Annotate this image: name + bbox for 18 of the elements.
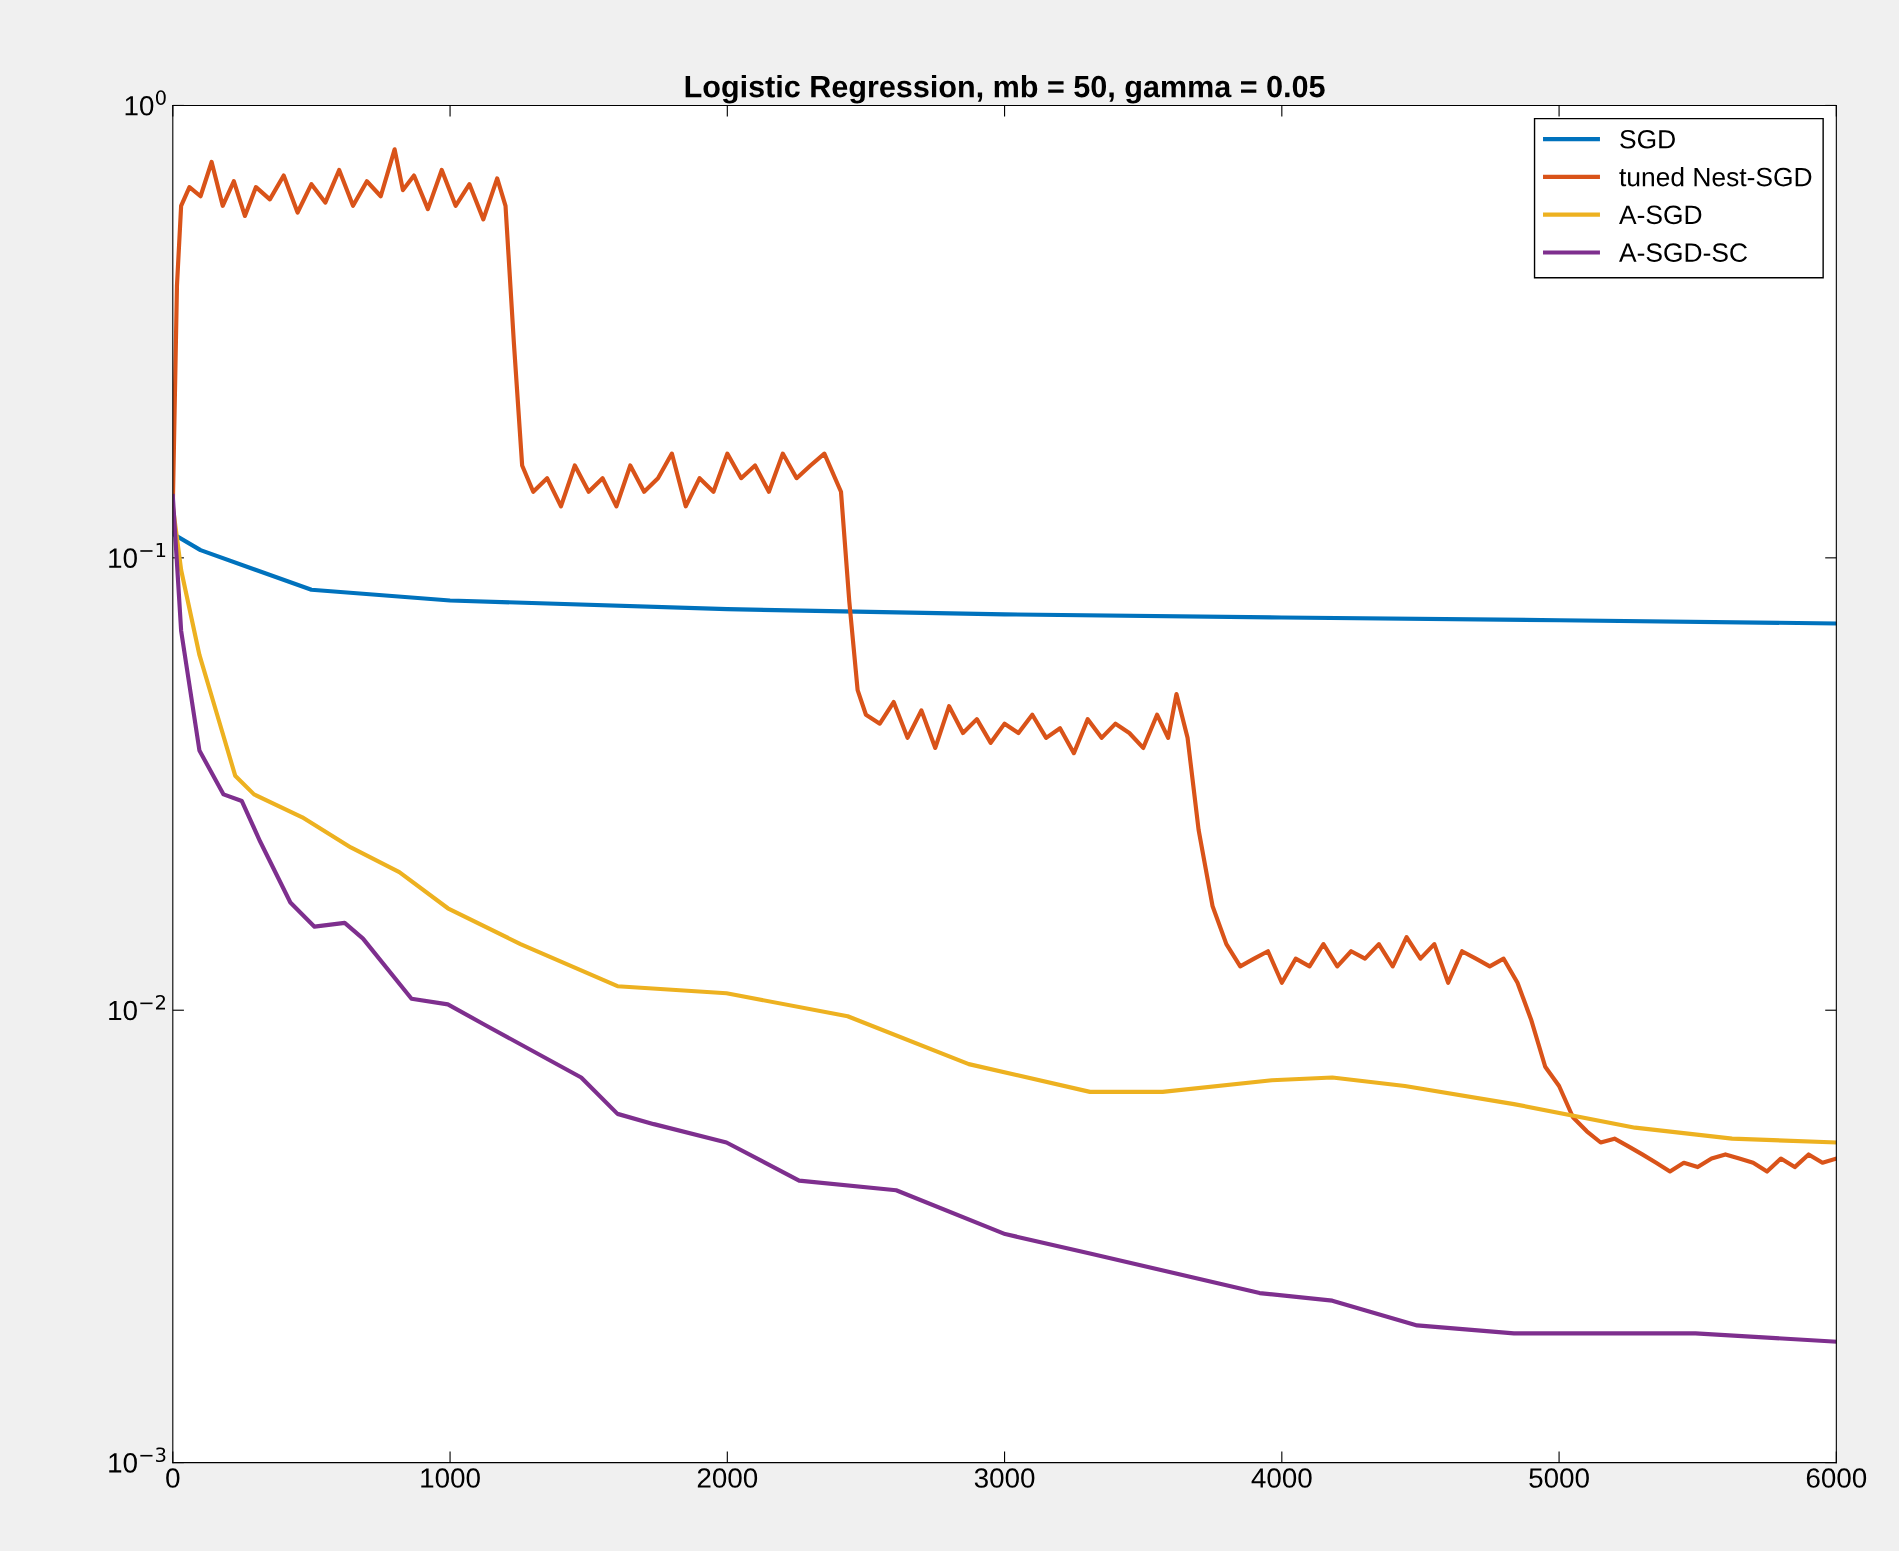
x-tick-label: 4000	[1251, 1468, 1312, 1488]
line-series	[172, 493, 1837, 1344]
line-series	[172, 147, 1837, 1174]
y-tick-label: 10$^{−1}$	[109, 542, 166, 568]
y-tick-label: 10$^{−2}$	[109, 995, 165, 1021]
chart-title: Logistic Regression, mb = 50, gamma = 0.05	[685, 74, 1325, 104]
y-tick-label: 10$^{−3}$	[109, 1447, 166, 1473]
y-tick-label: 10$^{0}$	[125, 90, 166, 116]
legend-label: tuned Nest-SGD	[1619, 167, 1812, 187]
x-tick-label: 3000	[974, 1468, 1035, 1488]
x-tick-label: 5000	[1529, 1468, 1589, 1488]
x-tick-label: 1000	[421, 1468, 480, 1488]
x-tick-label: 2000	[697, 1468, 758, 1488]
x-tick-label: 0	[166, 1468, 180, 1488]
x-tick-label: 6000	[1806, 1468, 1867, 1488]
legend-label: A-SGD	[1619, 205, 1702, 225]
legend-label: SGD	[1620, 129, 1675, 149]
legend-label: A-SGD-SC	[1619, 243, 1748, 262]
